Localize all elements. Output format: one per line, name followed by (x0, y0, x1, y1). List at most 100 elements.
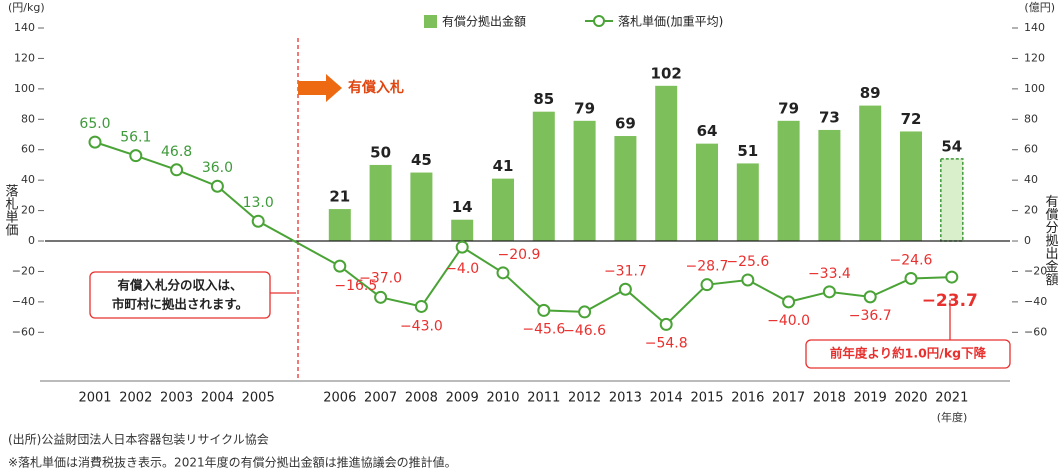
bar-label: 72 (901, 110, 922, 128)
bar (532, 111, 555, 242)
point (782, 295, 796, 309)
bar (900, 131, 922, 242)
bar (614, 136, 637, 242)
point-label: −25.6 (726, 254, 769, 270)
point (170, 163, 184, 177)
change-box (805, 339, 1011, 369)
point-label: −31.7 (604, 263, 647, 279)
point-label: 46.8 (161, 144, 192, 160)
source-note: (出所)公益財団法人日本容器包装リサイクル協会 (8, 432, 269, 447)
point (618, 282, 632, 296)
y-tick-label: 120 (14, 51, 35, 64)
point (822, 285, 836, 299)
point-label: 13.0 (243, 195, 274, 211)
point (210, 179, 224, 193)
x-tick-label: 2010 (486, 391, 519, 406)
x-tick-label: 2020 (894, 391, 927, 406)
bar (410, 172, 433, 242)
y2-tick-label: 20 (1024, 204, 1038, 217)
bar (940, 158, 964, 242)
x-unit: (年度) (937, 410, 968, 424)
bar (328, 209, 351, 242)
bar-label: 79 (574, 99, 595, 117)
y2-tick-label: −40 (1024, 295, 1047, 308)
y-tick-label: 60 (21, 143, 35, 156)
bar-label: 73 (819, 108, 840, 126)
x-tick-label: 2013 (609, 391, 642, 406)
point (496, 266, 510, 280)
bar-label: 41 (493, 157, 514, 175)
footnote: ※落札単価は消費税抜き表示。2021年度の有償分拠出金額は推進協議会の推計値。 (8, 455, 457, 470)
bar-label: 79 (778, 99, 799, 117)
y2-tick-label: 140 (1024, 21, 1045, 34)
bar-label: 54 (941, 137, 962, 155)
x-tick-label: 2002 (119, 391, 152, 406)
point-label: −20.9 (498, 247, 541, 263)
bidding-label: 有償入札 (348, 79, 404, 96)
point-label: −46.6 (563, 323, 606, 339)
x-tick-label: 2015 (690, 391, 723, 406)
y-tick-label: 80 (21, 112, 35, 125)
point (537, 303, 551, 317)
y2-tick-label: −60 (1024, 325, 1047, 338)
change-text: 前年度より約1.0円/kg下降 (830, 346, 987, 361)
y2-tick-label: 0 (1024, 234, 1031, 247)
x-tick-label: 2005 (242, 391, 275, 406)
bar (573, 120, 596, 242)
x-tick-label: 2018 (813, 391, 846, 406)
point-label: −24.6 (890, 252, 933, 268)
point-label: −23.7 (922, 291, 978, 311)
y-tick-label: 20 (21, 204, 35, 217)
legend-label: 有償分拠出金額 (442, 14, 526, 29)
point (741, 273, 755, 287)
point (578, 305, 592, 319)
bar-label: 85 (533, 90, 554, 108)
y-axis-label: 落札単価 (3, 184, 19, 236)
y2-unit: (億円) (1024, 1, 1055, 14)
point-label: −33.4 (808, 266, 851, 282)
point (945, 270, 959, 284)
point-label: 36.0 (202, 160, 233, 176)
point-label: −37.0 (359, 270, 402, 286)
bar-label: 64 (697, 122, 718, 140)
bar-label: 14 (452, 198, 473, 216)
x-tick-label: 2006 (323, 391, 356, 406)
bar (492, 178, 514, 242)
y2-axis-label: 有償分拠出金額 (1043, 195, 1059, 287)
point (455, 240, 469, 254)
point-label: −4.0 (445, 261, 479, 277)
bar-label: 50 (370, 143, 391, 161)
bar (736, 163, 759, 242)
bar-label: 69 (615, 115, 636, 133)
point (659, 317, 673, 331)
x-tick-label: 2021 (935, 391, 968, 406)
x-tick-label: 2011 (527, 391, 560, 406)
bar-label: 102 (651, 64, 682, 82)
point (129, 149, 143, 163)
point-label: 65.0 (79, 116, 110, 132)
y2-tick-label: 60 (1024, 143, 1038, 156)
y2-tick-label: −20 (1024, 264, 1047, 277)
point (333, 259, 347, 273)
y2-tick-label: 120 (1024, 51, 1045, 64)
bar-label: 89 (860, 84, 881, 102)
bar (369, 164, 392, 242)
point (700, 278, 714, 292)
x-tick-label: 2004 (201, 391, 234, 406)
point-label: −45.6 (522, 321, 565, 337)
y-tick-label: −20 (12, 264, 35, 277)
x-tick-label: 2019 (854, 391, 887, 406)
y-tick-label: 40 (21, 173, 35, 186)
point (904, 271, 918, 285)
point-label: −54.8 (645, 335, 688, 351)
y-tick-label: 140 (14, 21, 35, 34)
y-unit: (円/kg) (8, 1, 45, 14)
y-tick-label: 0 (28, 234, 35, 247)
bar-label: 45 (411, 151, 432, 169)
y-tick-label: −60 (12, 325, 35, 338)
y2-tick-label: 40 (1024, 173, 1038, 186)
bar-label: 51 (737, 142, 758, 160)
x-tick-label: 2009 (446, 391, 479, 406)
y2-tick-label: 80 (1024, 112, 1038, 125)
